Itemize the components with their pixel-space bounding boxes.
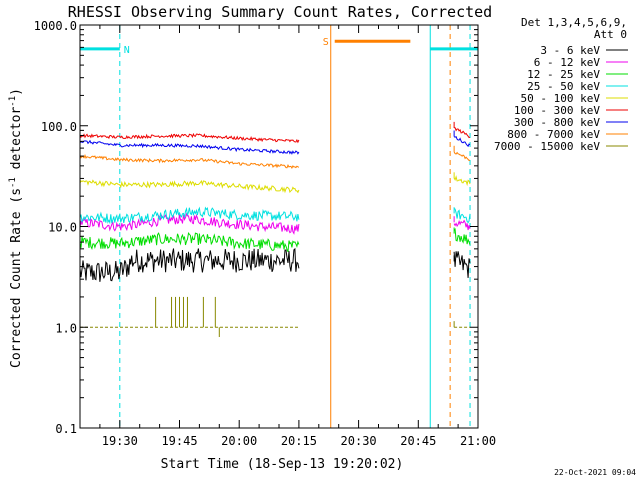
series-line-4-seg-1: [453, 175, 471, 187]
y-axis-title-mid: detector: [9, 107, 24, 178]
y-tick-label-4: 1000.0: [34, 19, 77, 33]
axes: 0.1 1.0 10.0 100.0 1000.0 19:30 19:45 20:00 20:1…: [34, 19, 496, 448]
x-tick-label-2: 20:00: [221, 434, 257, 448]
footer-date: 22-Oct-2021 09:04: [554, 468, 636, 477]
series-line-0-seg-1: [453, 251, 471, 278]
series-line-0-seg-0: [79, 247, 300, 282]
y-axis-title-prefix: Corrected Count Rate (s: [9, 188, 24, 368]
legend-header-line2: Att 0: [594, 28, 627, 41]
legend-label-4: 50 - 100 keV: [521, 92, 601, 105]
series-line-4-seg-0: [79, 179, 300, 194]
legend-label-2: 12 - 25 keV: [527, 68, 600, 81]
legend-label-8: 7000 - 15000 keV: [494, 140, 600, 153]
series-line-2-seg-0: [79, 232, 300, 252]
plot-area: NS: [79, 25, 478, 428]
y-tick-label-2: 10.0: [48, 221, 77, 235]
series-line-7-seg-1: [453, 151, 471, 161]
legend-label-7: 800 - 7000 keV: [507, 128, 600, 141]
series-line-5-seg-0: [79, 132, 300, 144]
y-axis-title: Corrected Count Rate (s-1 detector-1): [8, 88, 24, 368]
series-line-3-seg-0: [79, 206, 300, 225]
series-line-6-seg-1: [453, 136, 471, 148]
y-axis-title-exp1: -1: [8, 177, 18, 188]
x-tick-label-1: 19:45: [161, 434, 197, 448]
y-tick-label-0: 0.1: [55, 422, 77, 436]
legend-label-0: 3 - 6 keV: [540, 44, 600, 57]
x-tick-label-6: 21:00: [460, 434, 496, 448]
chart-title: RHESSI Observing Summary Count Rates, Co…: [68, 3, 492, 21]
series-line-1-seg-1: [453, 219, 471, 231]
state-label-S: S: [323, 37, 329, 48]
x-tick-label-5: 20:45: [400, 434, 436, 448]
series-line-3-seg-1: [453, 208, 471, 224]
x-axis-title: Start Time (18-Sep-13 19:20:02): [161, 457, 404, 472]
series-line-1-seg-0: [79, 212, 300, 235]
y-tick-label-3: 100.0: [41, 120, 77, 134]
y-axis-title-suffix: ): [9, 88, 24, 96]
x-tick-label-0: 19:30: [102, 434, 138, 448]
legend-header-line1: Det 1,3,4,5,6,9,: [521, 16, 627, 29]
series-line-2-seg-1: [453, 228, 471, 246]
series-line-7-seg-0: [79, 154, 300, 170]
state-label-N: N: [124, 45, 130, 56]
plot-frame: [79, 24, 479, 429]
legend-label-5: 100 - 300 keV: [514, 104, 600, 117]
series-line-6-seg-0: [79, 139, 300, 155]
series-line-5-seg-1: [454, 127, 471, 139]
legend-label-6: 300 - 800 keV: [514, 116, 600, 129]
legend-label-3: 25 - 50 keV: [527, 80, 600, 93]
y-axis-title-exp2: -1: [8, 96, 18, 107]
x-tick-label-4: 20:30: [341, 434, 377, 448]
x-tick-label-3: 20:15: [281, 434, 317, 448]
legend-label-1: 6 - 12 keV: [534, 56, 601, 69]
y-tick-label-1: 1.0: [55, 321, 77, 335]
